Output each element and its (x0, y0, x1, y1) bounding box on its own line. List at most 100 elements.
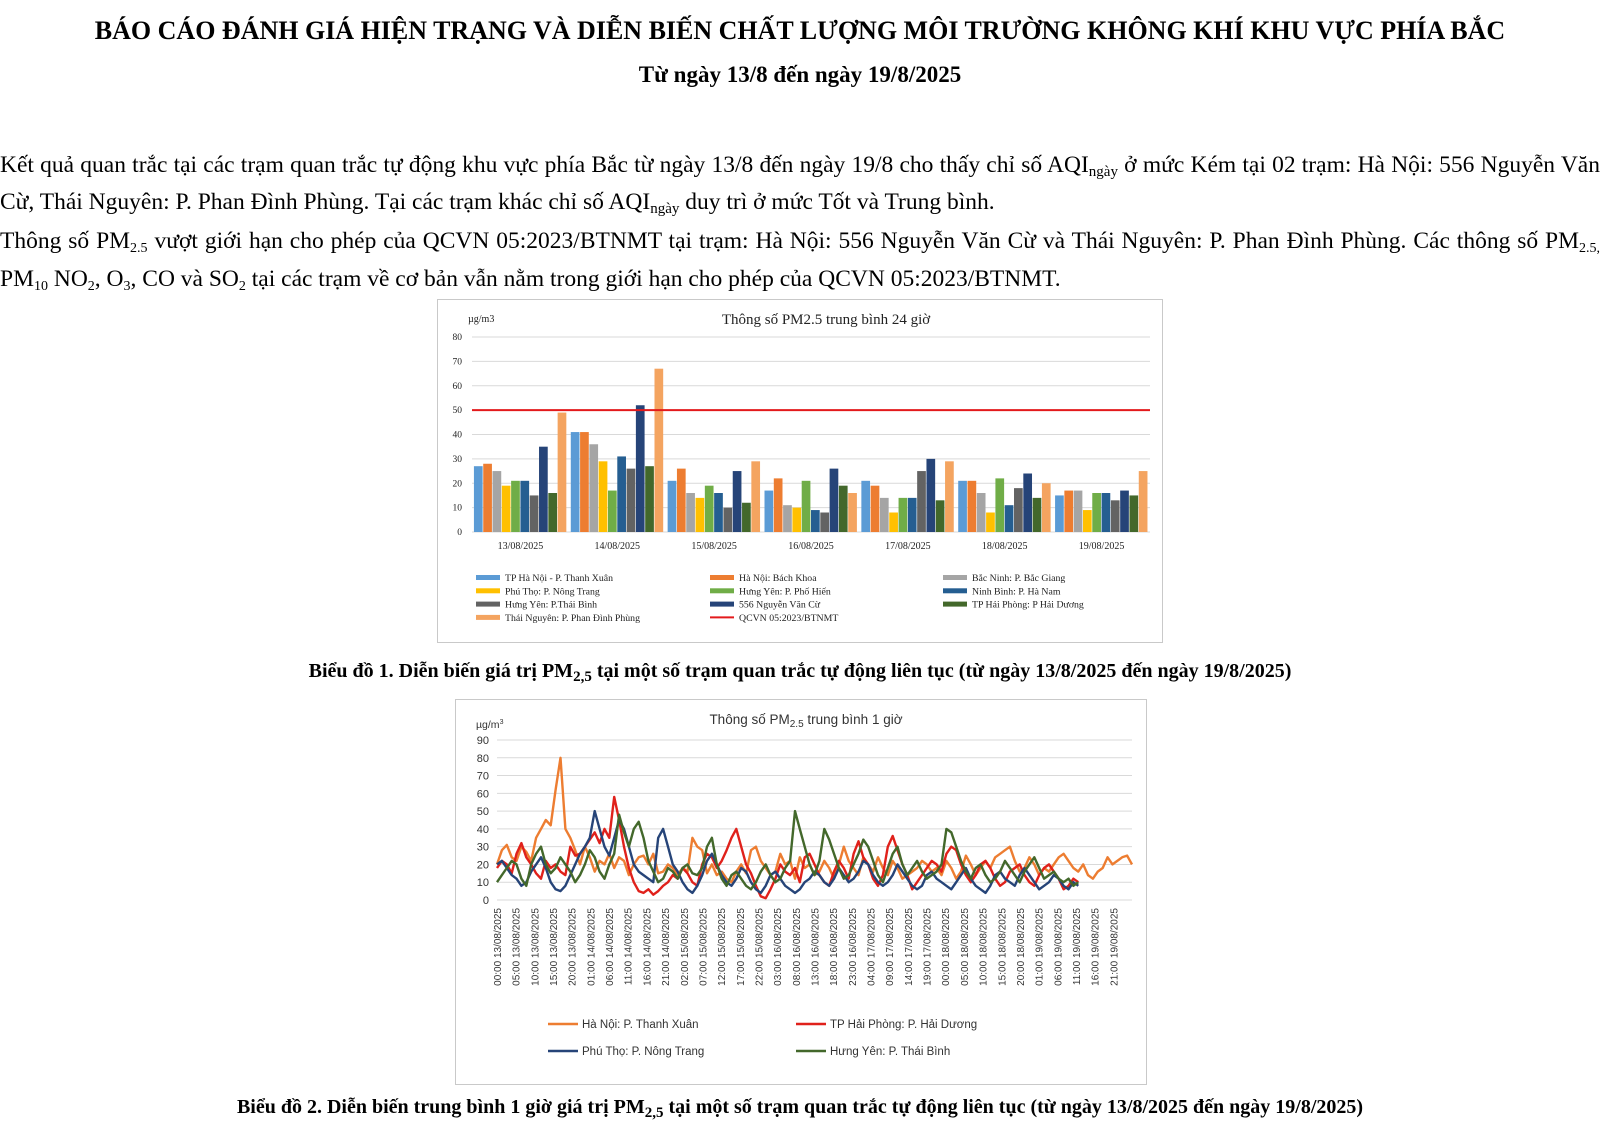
x-tick-label: 00:00 18/08/2025 (941, 908, 952, 986)
bar (548, 493, 558, 532)
bar (654, 368, 664, 532)
x-tick-label: 13:00 16/08/2025 (811, 908, 822, 986)
subscript: 2.5 (130, 241, 148, 256)
legend-swatch (710, 575, 734, 580)
x-tick-label: 15/08/2025 (691, 541, 737, 552)
legend-swatch (476, 601, 500, 607)
bar (1073, 490, 1083, 532)
legend-label: Ninh Bình: P. Hà Nam (972, 586, 1061, 597)
bar (695, 497, 705, 532)
chart-pm25-24h-svg: Thông số PM2.5 trung bình 24 giờ µg/m3 0 10… (453, 312, 1150, 624)
caption-chart-1: Biểu đồ 1. Diễn biến giá trị PM2,5 tại m… (0, 660, 1600, 686)
x-tick-label: 15:00 18/08/2025 (997, 908, 1008, 986)
y-tick-label: 70 (453, 357, 463, 367)
x-tick-label: 21:00 19/08/2025 (1109, 908, 1120, 986)
bar (792, 507, 802, 532)
paragraph-pm25: Thông số PM2.5 vượt giới hạn cho phép củ… (0, 226, 1600, 302)
x-tick-label: 20:00 18/08/2025 (1016, 908, 1027, 986)
subscript: 2,5 (573, 669, 592, 685)
bar (907, 497, 917, 532)
legend-label: Hưng Yên: P. Phố Hiến (739, 586, 831, 597)
text: NO (47, 266, 88, 292)
x-tick-label: 05:00 18/08/2025 (960, 908, 971, 986)
series-line (496, 809, 1080, 895)
x-tick-label: 09:00 17/08/2025 (885, 908, 896, 986)
legend-swatch (943, 588, 967, 594)
bar (686, 493, 695, 532)
caption-chart-2: Biểu đồ 2. Diễn biến trung bình 1 giờ gi… (0, 1096, 1600, 1122)
x-tick-label: 14:00 17/08/2025 (904, 908, 915, 986)
bar (848, 493, 857, 532)
legend-label: Phú Thọ: P. Nông Trang (505, 586, 600, 597)
legend-swatch (943, 575, 967, 580)
bar (838, 485, 848, 532)
y-tick-label: 50 (453, 406, 463, 416)
text: Biểu đồ 2. Diễn biến trung bình 1 giờ gi… (236, 1096, 645, 1118)
bar (483, 463, 492, 532)
x-tick-label: 23:00 16/08/2025 (848, 908, 859, 986)
x-tick-label: 18/08/2025 (982, 541, 1028, 552)
bar (742, 502, 751, 532)
x-tick-label: 21:00 14/08/2025 (661, 908, 672, 986)
x-tick-label: 02:00 15/08/2025 (680, 908, 691, 986)
legend-label: Hưng Yên: P. Thái Bình (830, 1046, 950, 1058)
y-axis-label: µg/m3 (476, 719, 504, 731)
bar (945, 461, 954, 532)
x-tick-label: 06:00 14/08/2025 (605, 908, 616, 986)
legend-swatch (476, 614, 500, 620)
chart-pm25-1h-svg: Thông số PM2.5 trung bình 1 giờµg/m30102… (476, 712, 1134, 1058)
x-tick-label: 19/08/2025 (1079, 541, 1125, 552)
bar (1023, 473, 1033, 532)
bar (676, 468, 686, 532)
bar (667, 480, 677, 532)
text: Thông số PM (0, 228, 131, 254)
chart-pm25-1h: Thông số PM2.5 trung bình 1 giờ µg/m3 0 10 2… (455, 699, 1147, 1085)
y-tick-label: 60 (477, 788, 489, 800)
subscript: 10 (33, 279, 48, 294)
text: tại một số trạm quan trắc tự động liên t… (591, 660, 1292, 682)
text: tại một số trạm quan trắc tự động liên t… (663, 1096, 1364, 1118)
bar (1101, 493, 1111, 532)
bar (626, 468, 636, 532)
y-tick-label: 0 (483, 895, 489, 907)
text: Biểu đồ 1. Diễn biến giá trị PM (308, 660, 574, 682)
text: PM (0, 266, 34, 292)
legend-swatch (710, 601, 734, 607)
bar (557, 412, 567, 532)
bar (783, 505, 792, 532)
bar (492, 471, 502, 532)
legend-swatch (710, 588, 734, 594)
bar (751, 461, 761, 532)
subscript: 2,5 (644, 1105, 664, 1121)
x-tick-label: 16/08/2025 (788, 541, 834, 552)
bar (898, 497, 908, 532)
y-tick-label: 40 (477, 824, 489, 836)
legend-label: Hà Nội: Bách Khoa (739, 573, 817, 584)
x-tick-label: 20:00 13/08/2025 (568, 908, 579, 986)
y-axis-label: µg/m3 (468, 314, 494, 325)
chart-pm25-24h: Thông số PM2.5 trung bình 24 giờ µg/m3 0 10… (437, 299, 1163, 643)
bar (811, 510, 820, 532)
bar (511, 480, 520, 532)
bar (820, 512, 829, 532)
bar (714, 493, 723, 532)
report-title: BÁO CÁO ĐÁNH GIÁ HIỆN TRẠNG VÀ DIỄN BIẾN… (94, 16, 1506, 45)
bar (645, 466, 654, 532)
bar (635, 405, 645, 532)
bar (829, 468, 839, 532)
x-tick-label: 22:00 15/08/2025 (754, 908, 765, 986)
legend-label: 556 Nguyễn Văn Cừ (739, 600, 821, 611)
x-tick-label: 00:00 13/08/2025 (493, 908, 504, 986)
y-tick-label: 10 (477, 877, 489, 889)
paragraph-aqi: Kết quả quan trắc tại các trạm quan trắc… (0, 150, 1600, 224)
y-tick-label: 40 (453, 431, 463, 441)
bar (986, 512, 995, 532)
bar (879, 497, 889, 532)
y-tick-label: 30 (453, 455, 463, 465)
y-tick-label: 70 (477, 771, 489, 783)
x-tick-label: 14/08/2025 (595, 541, 641, 552)
bar (501, 485, 511, 532)
y-tick-label: 60 (453, 382, 463, 392)
y-tick-label: 20 (453, 479, 463, 489)
x-tick-label: 10:00 13/08/2025 (530, 908, 541, 986)
